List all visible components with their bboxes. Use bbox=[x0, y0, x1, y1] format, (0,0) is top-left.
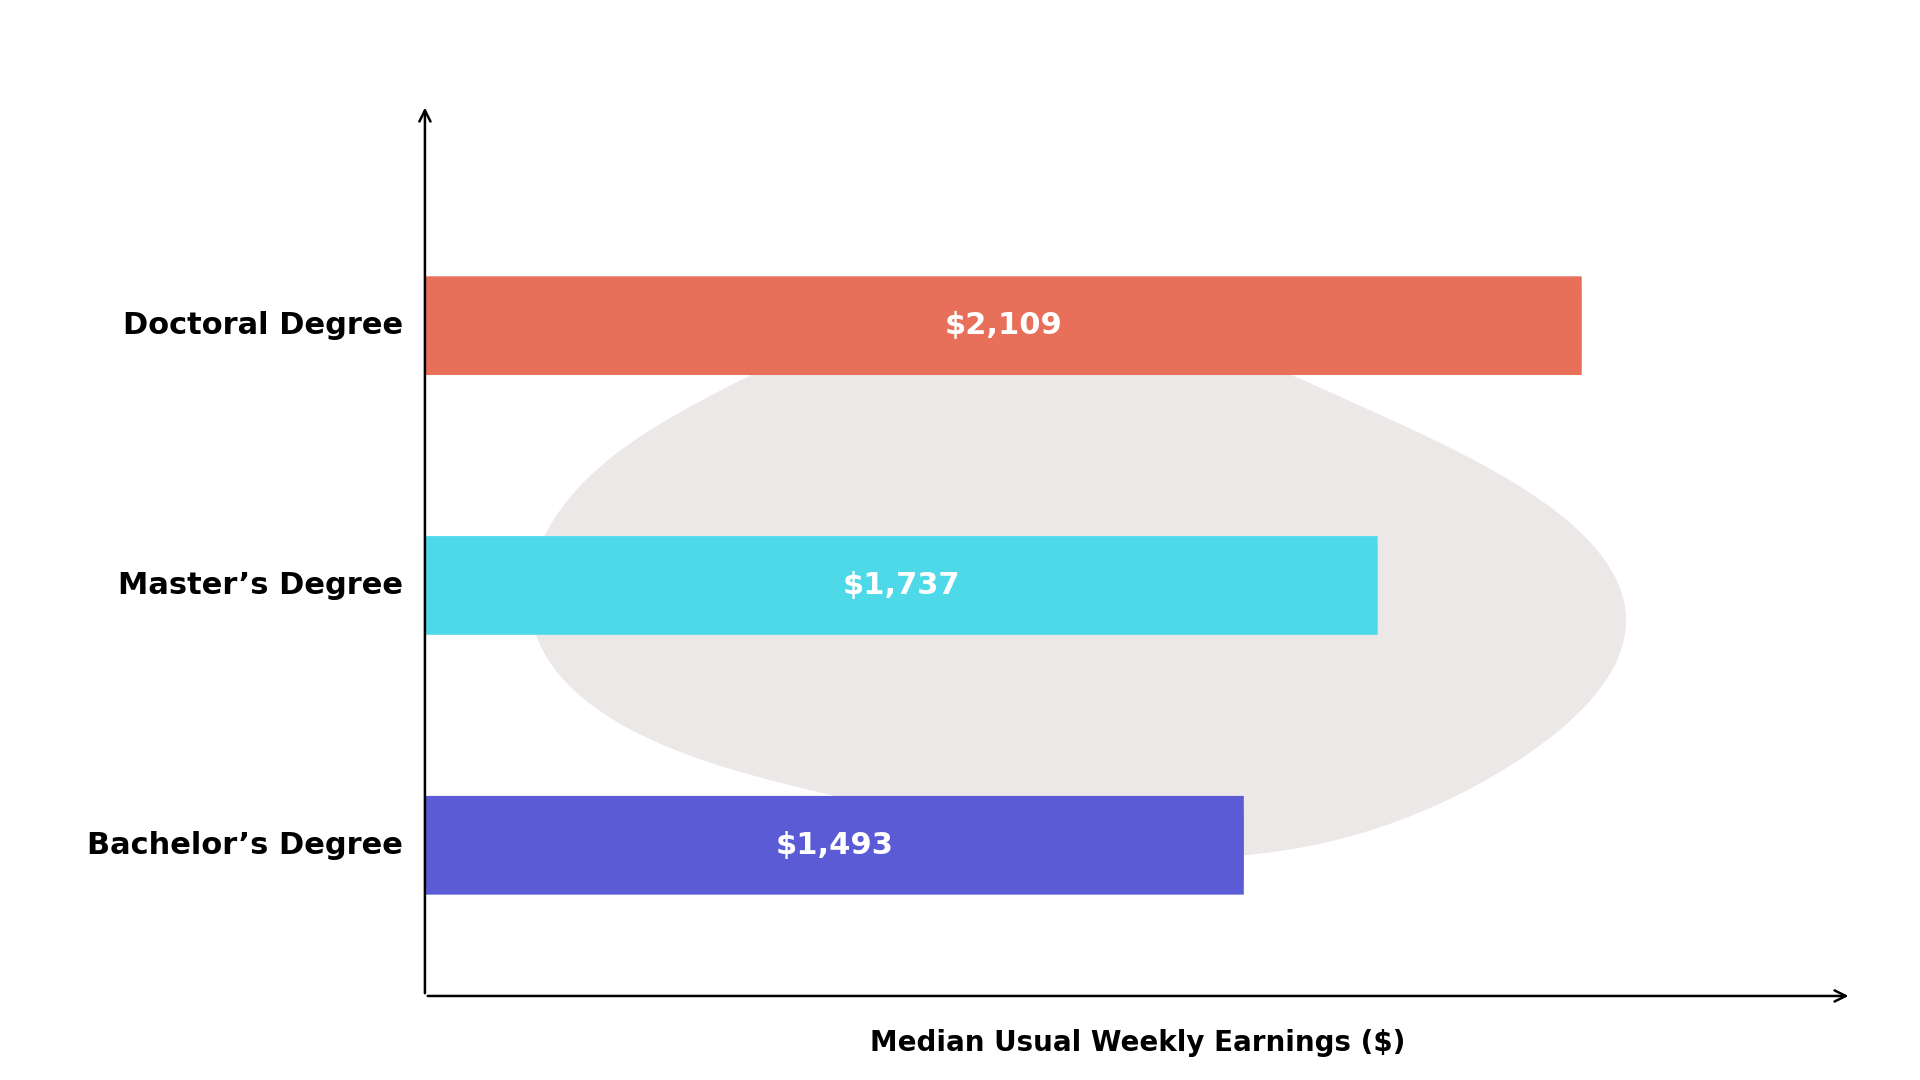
FancyBboxPatch shape bbox=[424, 796, 1244, 894]
Text: Master’s Degree: Master’s Degree bbox=[117, 571, 403, 600]
Text: $2,109: $2,109 bbox=[945, 311, 1062, 340]
FancyBboxPatch shape bbox=[424, 276, 1582, 375]
Polygon shape bbox=[530, 308, 1626, 859]
Text: $1,493: $1,493 bbox=[776, 831, 893, 860]
Text: Median Usual Weekly Earnings ($): Median Usual Weekly Earnings ($) bbox=[870, 1029, 1405, 1056]
Text: $1,737: $1,737 bbox=[843, 571, 960, 600]
Text: Doctoral Degree: Doctoral Degree bbox=[123, 311, 403, 340]
Text: Bachelor’s Degree: Bachelor’s Degree bbox=[86, 831, 403, 860]
FancyBboxPatch shape bbox=[424, 536, 1379, 635]
